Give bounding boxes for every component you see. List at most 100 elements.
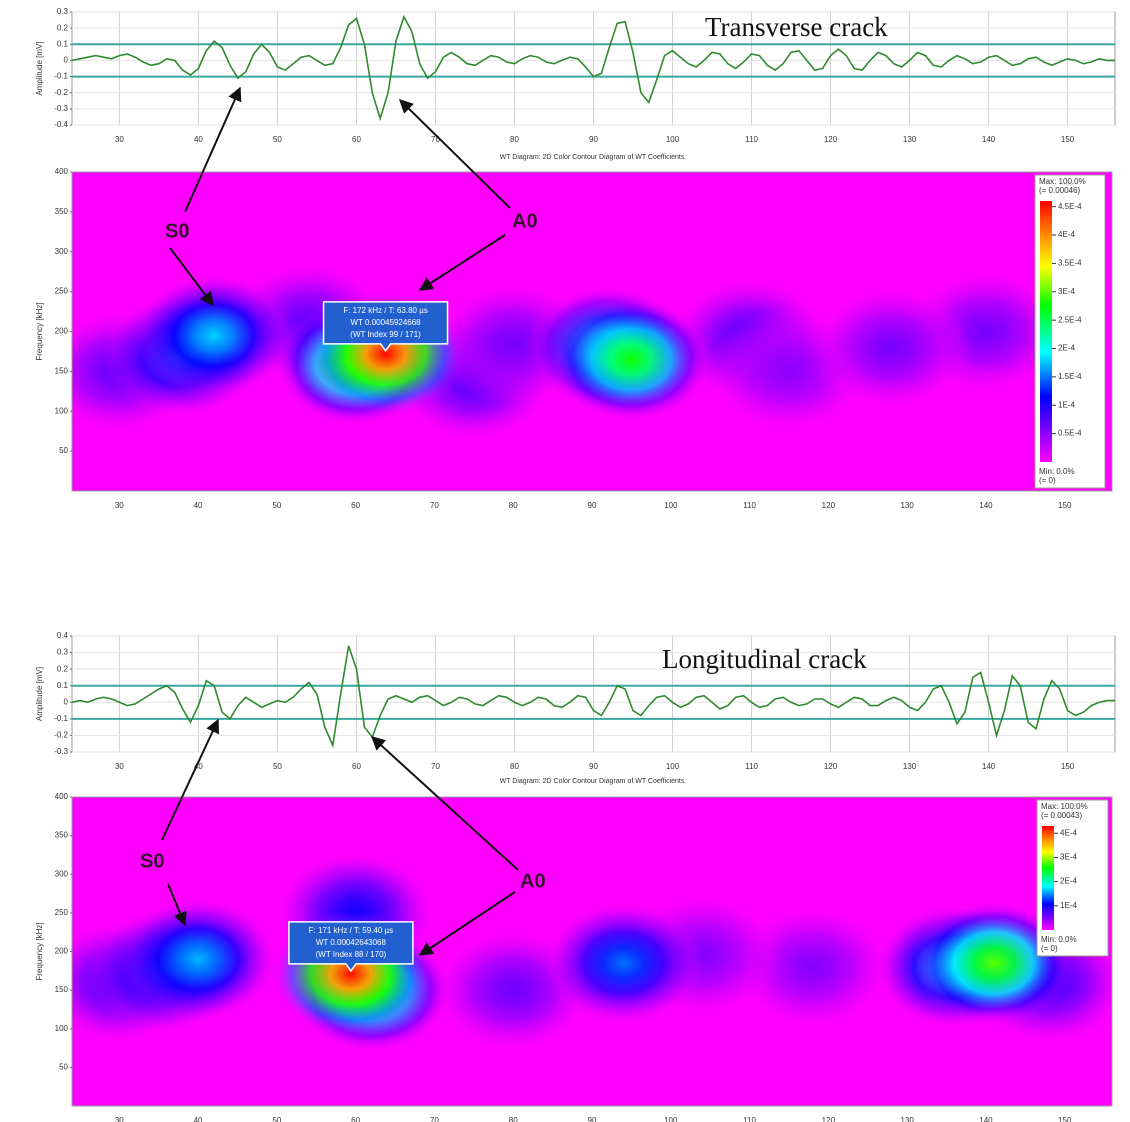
x-tick-label: 30 bbox=[115, 135, 124, 144]
x-tick-label: 130 bbox=[903, 135, 917, 144]
x-tick-label: 90 bbox=[589, 762, 598, 771]
y-tick-label: 0.1 bbox=[57, 39, 69, 48]
x-tick-label: 40 bbox=[194, 762, 203, 771]
x-tick-label: 60 bbox=[352, 135, 361, 144]
x-tick-label: 30 bbox=[115, 762, 124, 771]
colorbar-tick-label: 2E-4 bbox=[1060, 877, 1077, 886]
annotation-arrow bbox=[167, 883, 187, 927]
tooltip-text: WT 0.00045924668 bbox=[351, 318, 422, 327]
x-tick-label: 140 bbox=[979, 1116, 993, 1122]
x-tick-label: 50 bbox=[272, 501, 281, 510]
waveform bbox=[71, 14, 1115, 122]
y-tick-label: 100 bbox=[55, 1024, 69, 1033]
waveform bbox=[71, 645, 1115, 749]
wt-peak bbox=[811, 285, 972, 410]
x-tick-label: 140 bbox=[982, 762, 996, 771]
y-tick-label: -0.2 bbox=[54, 731, 68, 740]
y-tick-label: 0.1 bbox=[57, 681, 69, 690]
y-tick-label: -0.4 bbox=[54, 120, 68, 129]
x-tick-label: 110 bbox=[745, 762, 758, 771]
y-axis-label: Amplitude [mV] bbox=[35, 667, 44, 721]
y-axis-label: Amplitude [mV] bbox=[35, 41, 44, 95]
contour-field bbox=[72, 850, 1112, 1053]
x-tick-label: 40 bbox=[194, 1116, 203, 1122]
x-tick-label: 110 bbox=[743, 1116, 756, 1122]
x-tick-label: 50 bbox=[272, 1116, 281, 1122]
x-tick-label: 60 bbox=[351, 1116, 360, 1122]
annotation-arrow bbox=[418, 891, 516, 956]
y-tick-label: 50 bbox=[59, 446, 68, 455]
x-tick-label: 40 bbox=[194, 501, 203, 510]
contour-field bbox=[72, 261, 1066, 442]
colorbar-tick-label: 2E-4 bbox=[1058, 344, 1075, 353]
y-tick-label: 0 bbox=[64, 56, 69, 65]
annotation-arrow bbox=[370, 736, 519, 871]
mode-label: A0 bbox=[512, 210, 538, 232]
annotation-arrow bbox=[399, 99, 511, 209]
y-axis-label: Frequency [kHz] bbox=[35, 302, 44, 360]
tooltip-text: (WT Index 99 / 171) bbox=[350, 330, 421, 339]
x-tick-label: 90 bbox=[588, 1116, 597, 1122]
colorbar-tick-label: 0.5E-4 bbox=[1058, 429, 1082, 438]
colorbar-tick-label: 3E-4 bbox=[1060, 853, 1077, 862]
y-tick-label: 400 bbox=[55, 792, 69, 801]
y-tick-label: 350 bbox=[55, 831, 69, 840]
y-tick-label: 150 bbox=[55, 366, 69, 375]
x-tick-label: 150 bbox=[1061, 762, 1075, 771]
y-tick-label: 0.4 bbox=[57, 631, 69, 640]
y-tick-label: -0.3 bbox=[54, 104, 68, 113]
x-tick-label: 70 bbox=[431, 762, 440, 771]
x-tick-label: 140 bbox=[979, 501, 993, 510]
y-tick-label: -0.3 bbox=[54, 747, 68, 756]
tooltip-box bbox=[288, 921, 414, 973]
wt-peak bbox=[913, 901, 1074, 1026]
x-tick-label: 30 bbox=[115, 501, 124, 510]
colorbar-tick-label: 1E-4 bbox=[1060, 901, 1077, 910]
y-tick-label: 0.3 bbox=[57, 7, 69, 16]
x-tick-label: 70 bbox=[430, 1116, 439, 1122]
x-tick-label: 110 bbox=[745, 135, 758, 144]
colorbar-max: (= 0.00043) bbox=[1041, 811, 1082, 820]
x-tick-label: 80 bbox=[509, 1116, 518, 1122]
y-tick-label: 0.3 bbox=[57, 648, 69, 657]
tooltip-text: F: 171 kHz / T: 59.40 µs bbox=[309, 926, 394, 935]
colorbar-min: (= 0) bbox=[1039, 476, 1056, 485]
wt-peak bbox=[118, 897, 279, 1022]
wt-peak bbox=[543, 901, 704, 1026]
x-tick-label: 100 bbox=[664, 501, 678, 510]
y-tick-label: -0.2 bbox=[54, 88, 68, 97]
colorbar-min: (= 0) bbox=[1041, 944, 1058, 953]
x-tick-label: 140 bbox=[982, 135, 996, 144]
x-tick-label: 120 bbox=[824, 762, 838, 771]
x-tick-label: 130 bbox=[900, 1116, 914, 1122]
mode-label: S0 bbox=[165, 220, 189, 242]
tooltip-text: (WT Index 88 / 170) bbox=[316, 950, 387, 959]
y-tick-label: 150 bbox=[55, 985, 69, 994]
y-tick-label: 0.2 bbox=[57, 23, 69, 32]
x-tick-label: 60 bbox=[352, 762, 361, 771]
x-tick-label: 100 bbox=[666, 135, 680, 144]
x-tick-label: 130 bbox=[900, 501, 914, 510]
chart-title: Transverse crack bbox=[705, 12, 888, 42]
mode-label: S0 bbox=[140, 850, 164, 872]
colorbar bbox=[1042, 826, 1054, 930]
y-tick-label: -0.1 bbox=[54, 714, 68, 723]
y-tick-label: 0.2 bbox=[57, 664, 69, 673]
colorbar-tick-label: 4.5E-4 bbox=[1058, 202, 1082, 211]
y-tick-label: 350 bbox=[55, 207, 69, 216]
y-axis-label: Frequency [kHz] bbox=[35, 922, 44, 980]
colorbar-tick-label: 2.5E-4 bbox=[1058, 315, 1082, 324]
colorbar-min: Min: 0.0% bbox=[1041, 935, 1077, 944]
x-tick-label: 130 bbox=[903, 762, 917, 771]
colorbar-tick-label: 3.5E-4 bbox=[1058, 259, 1082, 268]
x-tick-label: 120 bbox=[824, 135, 838, 144]
colorbar-min: Min: 0.0% bbox=[1039, 467, 1075, 476]
y-tick-label: 250 bbox=[55, 287, 69, 296]
x-tick-label: 120 bbox=[822, 1116, 836, 1122]
y-tick-label: 400 bbox=[55, 167, 69, 176]
mode-label: A0 bbox=[520, 870, 546, 892]
y-tick-label: 100 bbox=[55, 406, 69, 415]
x-tick-label: 60 bbox=[351, 501, 360, 510]
colorbar-max: Max: 100.0% bbox=[1039, 177, 1086, 186]
